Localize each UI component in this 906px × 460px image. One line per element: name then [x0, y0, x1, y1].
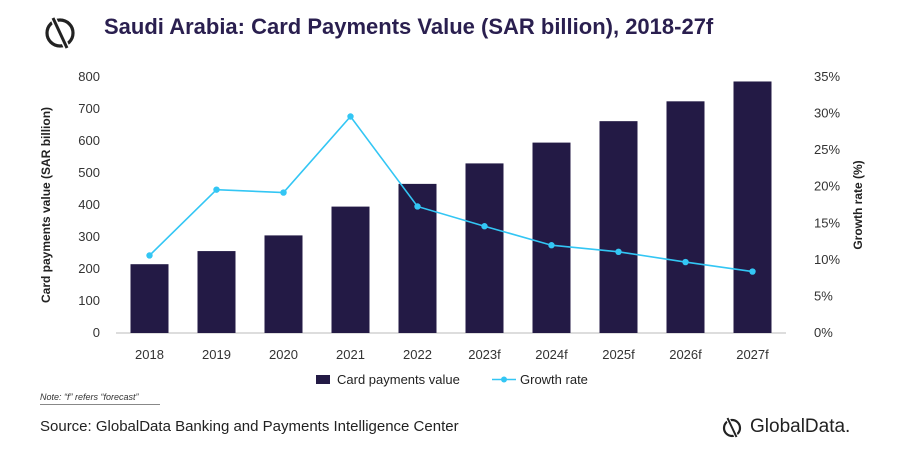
- y2-tick-label: 35%: [814, 69, 840, 84]
- x-tick-label: 2018: [135, 347, 164, 362]
- y-tick-label: 300: [78, 229, 100, 244]
- legend-label-bar: Card payments value: [337, 372, 460, 387]
- x-tick-label: 2026f: [669, 347, 702, 362]
- legend-label-line: Growth rate: [520, 372, 588, 387]
- legend-marker-line: [501, 376, 507, 383]
- note-divider: [40, 404, 160, 405]
- growth-rate-point: [749, 268, 756, 275]
- x-tick-label: 2020: [269, 347, 298, 362]
- y-tick-label: 800: [78, 69, 100, 84]
- y-tick-label: 600: [78, 133, 100, 148]
- growth-rate-point: [146, 252, 153, 259]
- y-tick-label: 0: [93, 325, 100, 340]
- y2-tick-label: 25%: [814, 142, 840, 157]
- y-axis-title: Card payments value (SAR billion): [39, 107, 53, 303]
- y2-tick-label: 30%: [814, 106, 840, 121]
- growth-rate-point: [280, 189, 287, 196]
- growth-rate-point: [213, 186, 220, 193]
- bar: [465, 163, 504, 333]
- growth-rate-point: [548, 242, 555, 249]
- forecast-note: Note: “f” refers “forecast”: [40, 392, 139, 402]
- bar: [264, 235, 303, 333]
- growth-rate-point: [615, 248, 622, 256]
- x-tick-label: 2023f: [468, 347, 501, 362]
- source-text: Source: GlobalData Banking and Payments …: [40, 418, 459, 435]
- x-tick-label: 2019: [202, 347, 231, 362]
- bar: [666, 101, 705, 333]
- growth-rate-line: [148, 115, 753, 273]
- legend-swatch-bar: [316, 375, 330, 384]
- y-tick-label: 100: [78, 293, 100, 308]
- y2-tick-label: 15%: [814, 215, 840, 230]
- y2-tick-label: 5%: [814, 288, 833, 303]
- globaldata-mark-icon: [722, 417, 742, 438]
- growth-rate-point: [347, 113, 354, 120]
- y-tick-label: 400: [78, 197, 100, 212]
- growth-rate-point: [682, 258, 689, 266]
- y2-tick-label: 20%: [814, 179, 840, 194]
- x-tick-label: 2024f: [535, 347, 568, 362]
- y2-tick-label: 10%: [814, 252, 840, 267]
- bar: [331, 206, 370, 333]
- bar: [733, 81, 772, 333]
- chart: 0 100 200 300 400 500 600 700 800 0% 5% 10% 15% 20% 25…: [39, 69, 865, 387]
- bar: [599, 121, 638, 333]
- chart-title: Saudi Arabia: Card Payments Value (SAR b…: [104, 14, 714, 39]
- growth-rate-point: [414, 203, 421, 210]
- growth-rate-point: [481, 223, 488, 230]
- x-tick-label: 2022: [403, 347, 432, 362]
- x-tick-label: 2027f: [736, 347, 769, 362]
- x-tick-label: 2025f: [602, 347, 635, 362]
- y2-axis-title: Growth rate (%): [851, 160, 865, 249]
- brand-name: GlobalData.: [750, 416, 851, 437]
- globaldata-logo-icon: [45, 16, 75, 50]
- y-tick-label: 700: [78, 101, 100, 116]
- x-tick-label: 2021: [336, 347, 365, 362]
- bar: [197, 251, 236, 333]
- y-tick-label: 200: [78, 261, 100, 276]
- brand-logo: GlobalData.: [720, 414, 850, 440]
- y2-tick-label: 0%: [814, 325, 833, 340]
- bar: [130, 264, 169, 333]
- bar: [532, 142, 571, 333]
- y-tick-label: 500: [78, 165, 100, 180]
